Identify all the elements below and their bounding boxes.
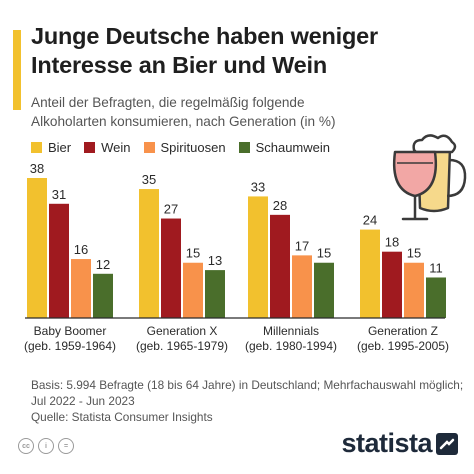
- data-label: 15: [186, 246, 200, 261]
- data-label: 11: [429, 260, 443, 275]
- data-label: 35: [142, 172, 156, 187]
- chart-notes: Basis: 5.994 Befragte (18 bis 64 Jahre) …: [31, 377, 471, 425]
- legend-label: Spirituosen: [160, 139, 226, 155]
- bar-bier: [248, 196, 268, 318]
- statista-logo[interactable]: statista: [341, 428, 458, 459]
- bar-bier: [139, 189, 159, 318]
- bar-schaumwein: [93, 273, 113, 318]
- legend-swatch: [31, 141, 42, 153]
- bar-wein: [382, 251, 402, 318]
- data-label: 12: [96, 257, 110, 272]
- legend-swatch: [84, 141, 96, 153]
- accent-bar: [13, 30, 21, 110]
- bar-spirituosen: [292, 255, 312, 318]
- bar-spirituosen: [183, 262, 203, 318]
- bar-schaumwein: [314, 262, 334, 318]
- data-label: 27: [164, 202, 178, 217]
- info-icon[interactable]: i: [38, 438, 54, 454]
- legend-item-wein: Wein: [84, 139, 131, 155]
- data-label: 16: [74, 242, 88, 257]
- legend: Bier Wein Spirituosen Schaumwein: [31, 139, 343, 155]
- category-label: Generation X: [147, 324, 218, 338]
- bar-wein: [49, 203, 69, 318]
- legend-swatch: [238, 141, 250, 153]
- category-label: (geb. 1965-1979): [136, 339, 228, 353]
- cc-icon[interactable]: cc: [18, 438, 34, 454]
- category-label: Baby Boomer: [34, 324, 107, 338]
- title-line: Interesse an Bier und Wein: [31, 52, 328, 78]
- chart-title: Junge Deutsche haben weniger Interesse a…: [31, 22, 461, 80]
- legend-item-spirituosen: Spirituosen: [143, 139, 226, 155]
- data-label: 38: [30, 161, 44, 176]
- data-label: 31: [52, 187, 66, 202]
- wine-and-beer-glasses-icon: [392, 134, 467, 221]
- title-line: Junge Deutsche haben weniger: [31, 23, 378, 49]
- note-line: Basis: 5.994 Befragte (18 bis 64 Jahre) …: [31, 378, 464, 392]
- bar-bier: [360, 229, 380, 318]
- bar-bier: [27, 178, 47, 318]
- legend-swatch: [143, 141, 155, 153]
- category-label: Generation Z: [368, 324, 438, 338]
- bar-wein: [270, 214, 290, 318]
- brand-name: statista: [341, 428, 432, 458]
- category-label: (geb. 1995-2005): [357, 339, 449, 353]
- category-label: (geb. 1980-1994): [245, 339, 337, 353]
- license-icons: cc i =: [18, 438, 78, 454]
- bar-schaumwein: [426, 277, 446, 318]
- data-label: 17: [295, 238, 309, 253]
- legend-item-bier: Bier: [31, 140, 71, 155]
- data-label: 13: [208, 253, 222, 268]
- data-label: 28: [273, 198, 287, 213]
- legend-label: Bier: [48, 139, 72, 155]
- equals-icon[interactable]: =: [58, 438, 74, 454]
- note-line: Quelle: Statista Consumer Insights: [31, 410, 213, 424]
- data-label: 15: [407, 246, 421, 261]
- bar-spirituosen: [404, 262, 424, 318]
- chart-subtitle: Anteil der Befragten, die regelmäßig fol…: [31, 93, 431, 131]
- data-label: 33: [251, 179, 265, 194]
- data-label: 18: [385, 235, 399, 250]
- bar-spirituosen: [71, 259, 91, 318]
- data-label: 24: [363, 213, 377, 228]
- legend-item-schaumwein: Schaumwein: [238, 139, 330, 155]
- category-label: Millennials: [263, 324, 319, 338]
- statista-mark-icon: [436, 432, 458, 455]
- category-label: (geb. 1959-1964): [24, 339, 116, 353]
- subtitle-line: Alkoholarten konsumieren, nach Generatio…: [31, 114, 336, 129]
- data-label: 15: [317, 246, 331, 261]
- legend-label: Wein: [101, 139, 131, 155]
- bar-wein: [161, 218, 181, 318]
- bar-schaumwein: [205, 270, 225, 318]
- subtitle-line: Anteil der Befragten, die regelmäßig fol…: [31, 95, 305, 110]
- legend-label: Schaumwein: [255, 139, 330, 155]
- note-line: Jul 2022 - Jun 2023: [31, 394, 135, 408]
